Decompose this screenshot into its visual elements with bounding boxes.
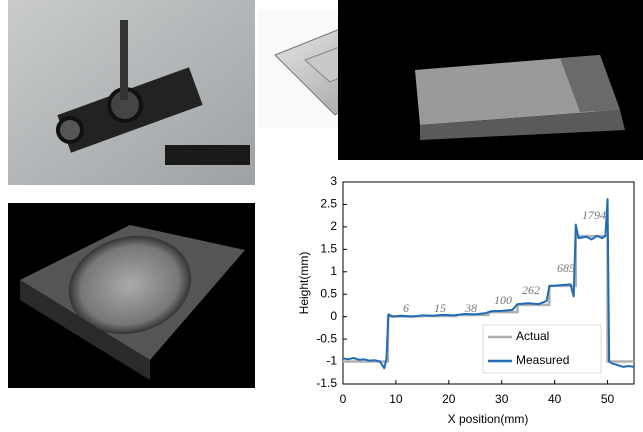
annotation: 262: [522, 283, 540, 297]
y-tick-label: 3: [330, 174, 337, 188]
y-tick-label: 0: [330, 309, 337, 323]
x-tick-label: 30: [495, 392, 509, 406]
y-tick-label: -1: [326, 354, 337, 368]
y-tick-label: 0.5: [320, 286, 337, 300]
y-tick-label: -1.5: [316, 376, 337, 390]
legend-label: Actual: [516, 329, 549, 343]
x-tick-label: 10: [389, 392, 403, 406]
y-tick-label: 1.5: [320, 242, 337, 256]
x-tick-label: 20: [442, 392, 456, 406]
photo-setup: [8, 0, 255, 185]
x-tick-label: 50: [601, 392, 615, 406]
annotation: 6: [403, 301, 409, 315]
render-steps: [338, 0, 643, 160]
x-axis-label: X position(mm): [448, 412, 529, 426]
figure: Height(mm) X position(mm) -1.5 -1 -0.5 0 0.5…: [0, 0, 643, 427]
annotation: 685: [557, 261, 575, 275]
x-tick-label: 0: [340, 392, 347, 406]
x-tick-label: 40: [548, 392, 562, 406]
annotation: 1794: [582, 208, 606, 222]
y-tick-label: 2.5: [320, 197, 337, 211]
y-tick-label: -0.5: [316, 331, 337, 345]
render-coin: [8, 203, 255, 388]
annotation: 100: [494, 293, 512, 307]
y-tick-label: 1: [330, 264, 337, 278]
annotation: 38: [464, 301, 477, 315]
y-tick-label: 2: [330, 219, 337, 233]
legend-label: Measured: [516, 353, 569, 367]
y-axis-label: Height(mm): [297, 252, 311, 315]
annotation: 15: [434, 301, 446, 315]
